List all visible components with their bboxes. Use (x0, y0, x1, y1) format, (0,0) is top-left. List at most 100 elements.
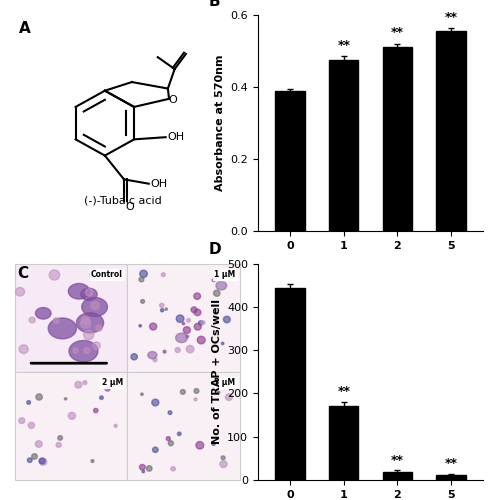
Circle shape (168, 411, 172, 414)
Circle shape (186, 336, 188, 338)
Circle shape (93, 342, 100, 349)
Circle shape (139, 277, 144, 282)
Circle shape (199, 321, 203, 325)
Circle shape (221, 456, 225, 460)
Y-axis label: No. of TRAP + OCs/well: No. of TRAP + OCs/well (211, 300, 221, 444)
Circle shape (105, 386, 110, 391)
Circle shape (58, 436, 63, 440)
Bar (436, 31, 466, 232)
Circle shape (91, 460, 94, 462)
Circle shape (194, 388, 199, 394)
Circle shape (94, 408, 98, 412)
Text: A: A (19, 22, 31, 36)
Circle shape (197, 336, 205, 344)
Text: O: O (169, 95, 177, 105)
Bar (329, 406, 358, 480)
Text: **: ** (337, 39, 350, 52)
Bar (329, 60, 358, 232)
Text: O: O (126, 202, 135, 212)
Ellipse shape (176, 333, 187, 342)
Text: **: ** (391, 26, 404, 39)
Text: D: D (209, 242, 221, 257)
Circle shape (56, 442, 61, 448)
Circle shape (213, 290, 220, 296)
Bar (127, 372, 240, 480)
Circle shape (140, 270, 147, 278)
Text: OH: OH (168, 132, 184, 142)
Circle shape (141, 393, 143, 396)
Circle shape (36, 394, 42, 400)
Circle shape (19, 345, 28, 354)
Text: 2 μM: 2 μM (102, 378, 123, 388)
Text: Control: Control (91, 270, 123, 279)
Circle shape (142, 470, 144, 472)
Circle shape (176, 315, 184, 322)
Circle shape (168, 441, 174, 446)
Circle shape (212, 442, 215, 446)
Text: (-)-Tubaic acid: (-)-Tubaic acid (84, 196, 162, 205)
Circle shape (80, 318, 91, 328)
Circle shape (65, 398, 67, 400)
Circle shape (91, 302, 99, 310)
Circle shape (161, 308, 164, 312)
Circle shape (161, 273, 165, 276)
Circle shape (223, 316, 230, 323)
Circle shape (19, 418, 25, 424)
Circle shape (220, 460, 227, 468)
Circle shape (32, 454, 37, 459)
Bar (276, 288, 305, 480)
Bar (383, 48, 412, 232)
Circle shape (84, 348, 90, 354)
Circle shape (152, 399, 159, 406)
Circle shape (153, 358, 157, 362)
Bar (383, 472, 412, 480)
Circle shape (84, 330, 94, 340)
Circle shape (191, 307, 197, 312)
Circle shape (194, 324, 201, 330)
Circle shape (49, 270, 60, 280)
Circle shape (140, 464, 145, 470)
Circle shape (225, 394, 232, 400)
Circle shape (201, 321, 205, 324)
Ellipse shape (69, 284, 89, 299)
Circle shape (53, 318, 59, 324)
Circle shape (166, 436, 171, 440)
Ellipse shape (69, 340, 98, 362)
Circle shape (186, 346, 194, 353)
Circle shape (165, 308, 168, 310)
Circle shape (187, 318, 190, 322)
Text: (-)-Tubaic acid (μM): (-)-Tubaic acid (μM) (310, 298, 431, 308)
Circle shape (83, 380, 87, 384)
Circle shape (139, 324, 141, 327)
Ellipse shape (48, 318, 76, 339)
Circle shape (27, 400, 31, 404)
Circle shape (75, 382, 82, 388)
Circle shape (96, 325, 102, 331)
Bar (127, 264, 240, 372)
Circle shape (194, 309, 201, 316)
Circle shape (35, 440, 42, 447)
Circle shape (100, 396, 103, 400)
Circle shape (177, 432, 181, 436)
Y-axis label: Absorbance at 570nm: Absorbance at 570nm (215, 55, 225, 192)
Text: B: B (209, 0, 220, 8)
Circle shape (90, 272, 97, 278)
Circle shape (194, 293, 201, 300)
Text: **: ** (391, 454, 404, 466)
Circle shape (180, 390, 185, 394)
Circle shape (68, 412, 75, 420)
Circle shape (175, 348, 180, 352)
Bar (436, 475, 466, 480)
Circle shape (29, 317, 35, 323)
Circle shape (15, 288, 25, 296)
Circle shape (81, 316, 90, 324)
Circle shape (171, 466, 176, 471)
Ellipse shape (35, 308, 51, 319)
Circle shape (152, 447, 158, 452)
Circle shape (217, 392, 220, 394)
Ellipse shape (82, 298, 107, 316)
Text: OH: OH (150, 178, 168, 188)
Bar (15, 264, 127, 372)
Ellipse shape (148, 352, 157, 359)
Circle shape (183, 326, 190, 334)
